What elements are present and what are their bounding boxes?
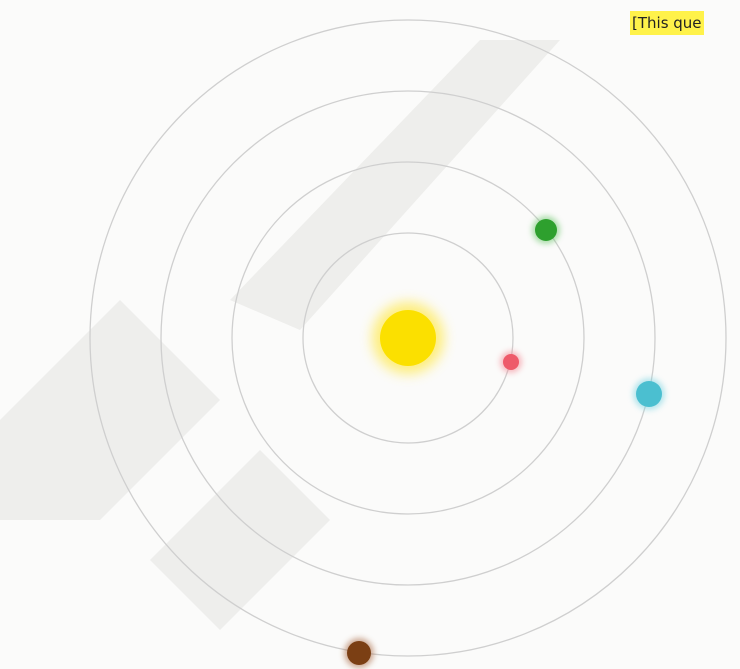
page: [This que (() => { const data = JSON.par… <box>0 0 740 669</box>
sun <box>372 302 444 374</box>
planet-cyan <box>633 378 665 410</box>
watermark <box>0 40 560 630</box>
solar-system <box>0 0 740 669</box>
planet-green <box>532 216 560 244</box>
planet-red <box>500 351 522 373</box>
planet-brown <box>344 638 374 668</box>
banner-text: [This que <box>630 11 704 35</box>
